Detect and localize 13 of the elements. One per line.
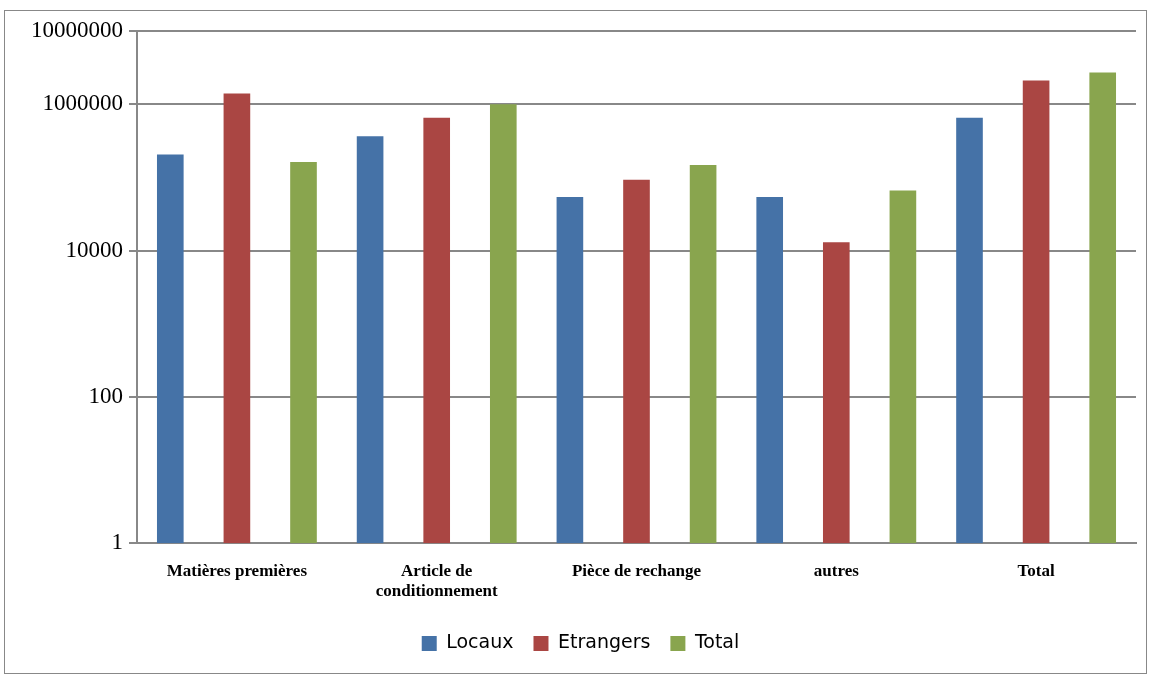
- legend-label: Total: [693, 630, 740, 653]
- legend-label: Locaux: [446, 630, 514, 653]
- y-tick-label: 100: [88, 382, 123, 408]
- y-tick-label: 10000000: [31, 17, 123, 43]
- x-tick-label: Pièce de rechange: [571, 560, 702, 580]
- x-tick-label: autres: [813, 560, 860, 580]
- legend-label: Etrangers: [557, 630, 651, 653]
- x-tick-label: Matières premières: [166, 560, 308, 580]
- x-tick-label: Total: [1017, 560, 1055, 580]
- x-tick-label: Article de conditionnement: [375, 560, 498, 601]
- y-tick-label: 1000000: [42, 90, 123, 116]
- y-tick-label: 10000: [65, 236, 123, 262]
- y-tick-label: 1: [111, 529, 123, 555]
